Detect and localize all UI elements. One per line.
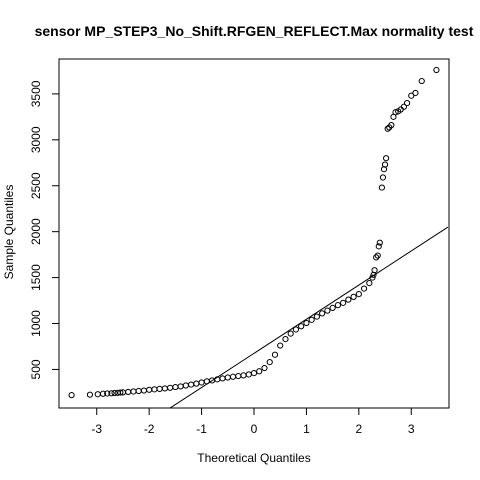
data-point [117,389,124,396]
data-point [271,351,279,358]
data-point [371,267,378,274]
data-point [378,184,386,191]
data-point [374,252,381,259]
data-point [261,364,268,372]
data-point [403,99,411,107]
data-point [384,125,391,132]
data-point [350,293,357,300]
data-point [292,326,300,333]
data-point [355,291,362,298]
data-point [324,307,331,314]
data-point [86,391,94,398]
data-point [369,274,376,281]
y-tick-label: 2500 [29,172,43,199]
data-point [266,358,273,366]
data-point [408,92,415,99]
data-point [382,155,390,162]
data-point [334,302,341,309]
x-axis: -3 -2 -1 0 1 2 3 [91,408,415,436]
chart-title: sensor MP_STEP3_No_Shift.RFGEN_REFLECT.M… [35,23,474,39]
data-point [345,296,352,303]
data-point [329,304,336,311]
x-tick-label: 3 [408,422,415,436]
y-axis-label: Sample Quantiles [2,185,16,280]
data-points [68,66,440,399]
qq-reference-line [169,226,449,408]
data-point [381,161,389,168]
data-point [287,330,294,337]
data-point [412,89,419,97]
data-point [104,390,111,397]
data-point [308,316,315,323]
y-axis: 500 1000 1500 2000 2500 3000 3500 [29,80,59,379]
data-point [111,389,118,397]
data-point [375,243,382,250]
data-point [366,279,373,287]
data-point [392,109,399,116]
y-tick-label: 1000 [29,310,43,337]
data-point [108,390,115,397]
x-tick-label: -2 [144,422,155,436]
x-tick-label: 2 [355,422,362,436]
y-tick-label: 3000 [29,126,43,153]
data-point [400,103,408,110]
data-point [360,285,368,292]
data-point [256,368,263,375]
data-point [303,319,310,327]
data-point [373,254,380,261]
data-point [340,299,347,306]
data-point [418,77,425,85]
x-axis-label: Theoretical Quantiles [197,451,310,465]
data-point [277,342,284,349]
data-point [379,174,387,181]
data-point [388,122,395,129]
x-tick-label: 0 [251,422,258,436]
data-point [282,336,289,343]
x-tick-label: 1 [303,422,310,436]
data-point [250,370,258,377]
data-point [68,392,75,399]
reference-line-group [169,226,449,408]
data-point [313,313,321,320]
data-point [319,310,326,317]
data-point [99,390,107,397]
data-point [298,323,305,330]
y-tick-label: 2000 [29,218,43,245]
y-tick-label: 500 [29,359,43,379]
x-tick-label: -3 [91,422,102,436]
y-tick-label: 1500 [29,264,43,291]
y-tick-label: 3500 [29,80,43,107]
data-point [433,66,440,74]
data-point [376,239,383,246]
x-tick-label: -1 [196,422,207,436]
